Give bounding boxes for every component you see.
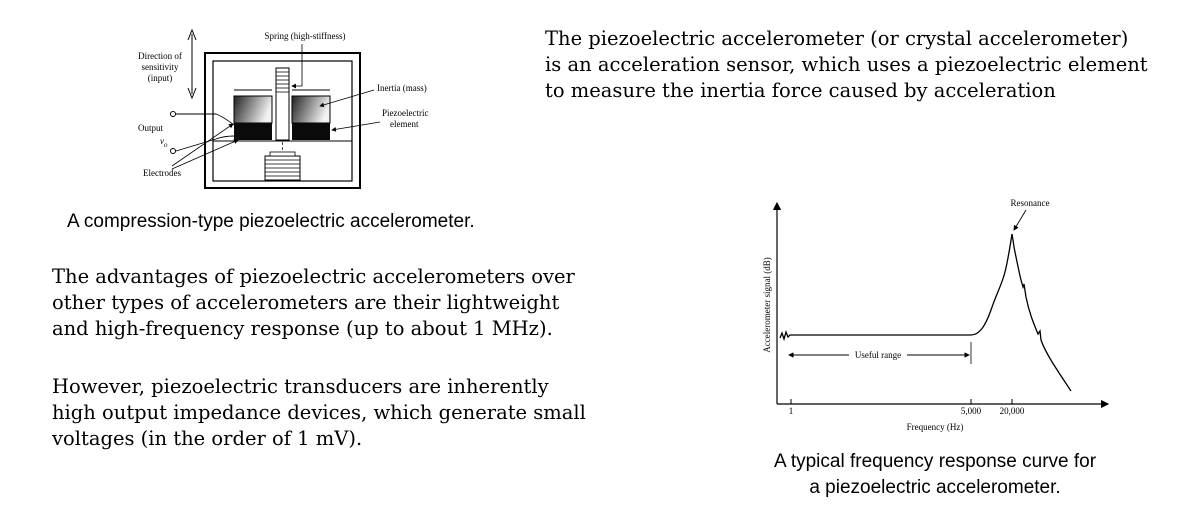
piezo-element-right bbox=[292, 123, 330, 140]
x-axis-label: Frequency (Hz) bbox=[907, 422, 964, 432]
spring-label: Spring (high-stiffness) bbox=[264, 31, 345, 41]
advantages-paragraph: The advantages of piezoelectric accelero… bbox=[52, 264, 575, 342]
output-terminal-top bbox=[170, 111, 176, 117]
x-tick-label: 1 bbox=[789, 406, 794, 416]
inertia-leader bbox=[319, 89, 375, 108]
sensitivity-arrow bbox=[187, 28, 197, 100]
resonance-label: Resonance bbox=[1011, 198, 1050, 208]
x-tick-1: 1 bbox=[789, 399, 794, 416]
output-label: Output bbox=[138, 123, 164, 133]
chart-caption-line: A typical frequency response curve for bbox=[773, 451, 1097, 472]
wire-top bbox=[176, 113, 235, 126]
advantages-line: and high-frequency response (up to about… bbox=[52, 317, 553, 340]
housing-outer bbox=[204, 52, 361, 189]
impedance-line: voltages (in the order of 1 mV). bbox=[52, 427, 363, 450]
piezo-element-left bbox=[234, 123, 272, 140]
spring-bolt bbox=[275, 67, 290, 158]
electrode-leader-2 bbox=[171, 139, 239, 170]
electrodes-label: Electrodes bbox=[143, 168, 181, 178]
impedance-paragraph: However, piezoelectric transducers are i… bbox=[52, 374, 586, 452]
piezo-label: element bbox=[390, 119, 419, 129]
direction-label: Direction of bbox=[138, 51, 182, 61]
intro-line: is an acceleration sensor, which uses a … bbox=[545, 53, 1148, 76]
impedance-line: high output impedance devices, which gen… bbox=[52, 401, 586, 424]
impedance-line: However, piezoelectric transducers are i… bbox=[52, 375, 549, 398]
vo-label: vo bbox=[160, 136, 168, 149]
wire-bottom bbox=[175, 135, 235, 152]
intro-paragraph: The piezoelectric accelerometer (or crys… bbox=[545, 26, 1185, 104]
intro-line: to measure the inertia force caused by a… bbox=[545, 79, 1056, 102]
mounting-stud bbox=[264, 151, 301, 181]
piezo-label: Piezoelectric bbox=[382, 108, 428, 118]
x-tick-5000: 5,000 bbox=[961, 399, 982, 416]
useful-range-label: Useful range bbox=[855, 350, 901, 360]
x-tick-label: 20,000 bbox=[1000, 406, 1025, 416]
y-axis-label: Accelerometer signal (dB) bbox=[762, 257, 772, 352]
advantages-line: The advantages of piezoelectric accelero… bbox=[52, 265, 575, 288]
inertia-label: Inertia (mass) bbox=[377, 83, 427, 93]
piezo-leader bbox=[331, 121, 381, 132]
spring-leader bbox=[291, 44, 303, 89]
inertia-mass-right bbox=[291, 95, 331, 124]
resonance-arrow bbox=[1013, 209, 1027, 231]
output-terminal-bottom bbox=[170, 148, 176, 154]
chart-caption-line: a piezoelectric accelerometer. bbox=[809, 477, 1061, 498]
frequency-response-chart: Accelerometer signal (dB) Frequency (Hz)… bbox=[762, 198, 1110, 432]
response-curve bbox=[779, 233, 1072, 392]
inertia-mass-left bbox=[233, 95, 273, 124]
diagram-caption: A compression-type piezoelectric acceler… bbox=[67, 211, 475, 232]
intro-line: The piezoelectric accelerometer (or crys… bbox=[545, 27, 1129, 50]
chart-caption: A typical frequency response curve for a… bbox=[745, 449, 1125, 501]
x-tick-label: 5,000 bbox=[961, 406, 982, 416]
accelerometer-diagram: Direction of sensitivity (input) Spring … bbox=[138, 28, 428, 189]
housing-inner bbox=[212, 60, 353, 182]
direction-label: sensitivity bbox=[141, 62, 179, 72]
direction-label: (input) bbox=[148, 73, 173, 83]
x-tick-20000: 20,000 bbox=[1000, 399, 1025, 416]
advantages-line: other types of accelerometers are their … bbox=[52, 291, 560, 314]
electrode-leader-1 bbox=[171, 123, 234, 167]
